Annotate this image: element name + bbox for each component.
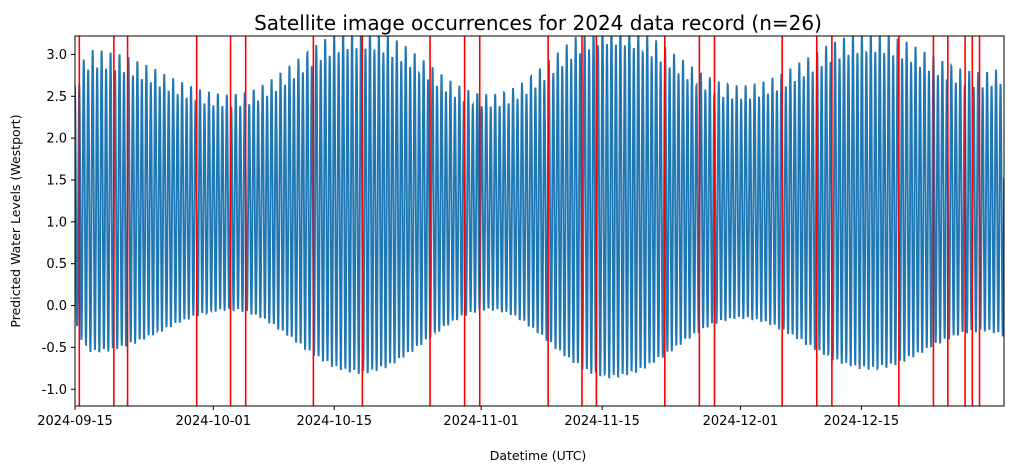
event-lines-layer: [78, 36, 981, 406]
y-tick-label: 0.0: [46, 299, 67, 314]
y-tick-label: 3.0: [46, 48, 67, 63]
y-tick-label: 1.5: [46, 173, 67, 188]
x-axis-label: Datetime (UTC): [490, 448, 587, 463]
y-axis: -1.0 -0.5 0.0 0.5 1.0 1.5 2.0 2.5 3.0: [42, 48, 75, 398]
plot-area: [74, 35, 1005, 407]
y-tick-label: 2.0: [46, 132, 67, 147]
series-line-water-level: [75, 36, 1004, 379]
x-axis: 2024-09-15 2024-10-01 2024-10-15 2024-11-01…: [37, 406, 899, 429]
plot-frame: [74, 35, 1005, 407]
x-tick-label: 2024-12-15: [824, 414, 900, 429]
y-tick-label: 2.5: [46, 90, 67, 105]
series-layer: [75, 36, 1004, 379]
x-tick-label: 2024-09-15: [37, 414, 113, 429]
x-tick-label: 2024-11-01: [443, 414, 519, 429]
chart-title: Satellite image occurrences for 2024 dat…: [254, 11, 822, 35]
x-tick-label: 2024-10-15: [296, 414, 372, 429]
x-tick-label: 2024-11-15: [564, 414, 640, 429]
x-tick-label: 2024-12-01: [703, 414, 779, 429]
y-tick-label: -1.0: [42, 383, 67, 398]
y-axis-label: Predicted Water Levels (Westport): [8, 114, 23, 327]
x-tick-label: 2024-10-01: [175, 414, 251, 429]
y-tick-label: 0.5: [46, 257, 67, 272]
y-tick-label: 1.0: [46, 215, 67, 230]
y-tick-label: -0.5: [42, 341, 67, 356]
